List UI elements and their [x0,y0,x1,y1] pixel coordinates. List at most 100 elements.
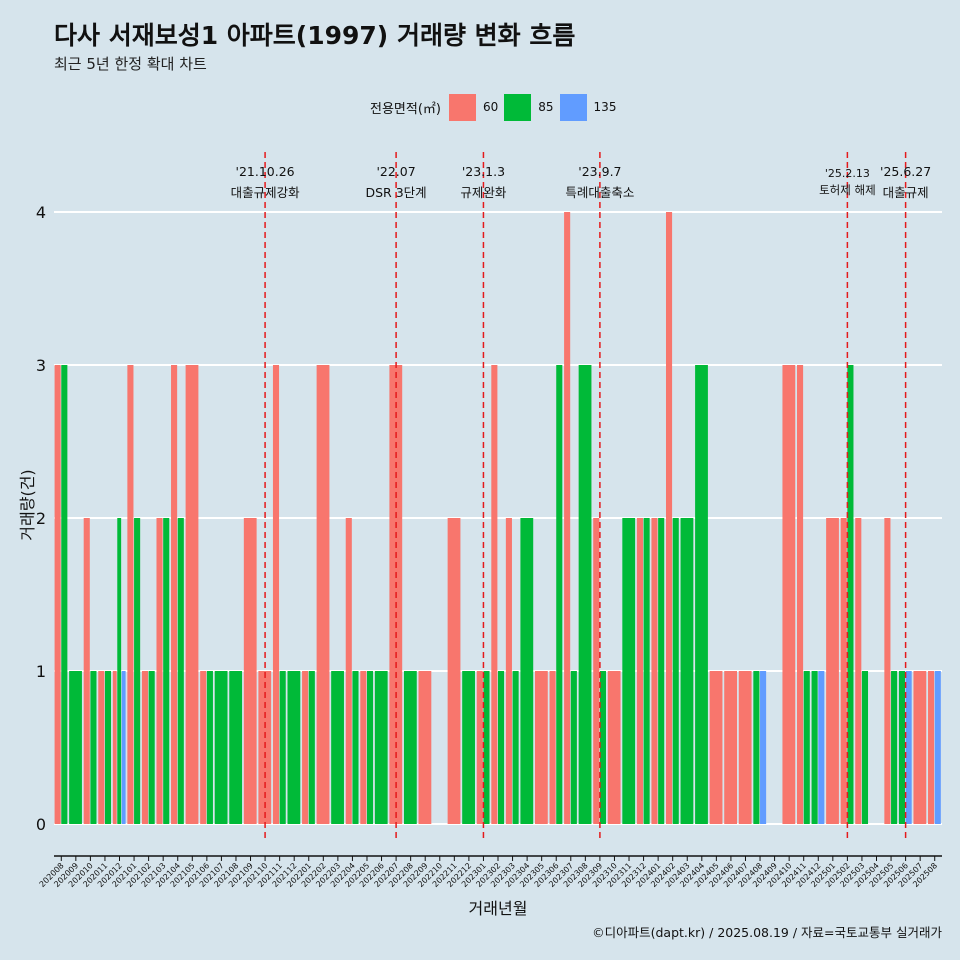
bar-202306-60 [549,671,556,824]
bar-202507-60 [913,671,927,824]
event-text-202207: DSR 3단계 [366,185,427,200]
y-axis-label: 거래량(건) [18,469,37,540]
bar-202309-85 [599,671,606,824]
bar-202502-85 [847,365,854,824]
bar-202506-85 [898,671,906,824]
bar-202012-85 [117,518,122,824]
bar-202012-60 [112,671,117,824]
bar-202107-85 [214,671,228,824]
bar-202412-85 [811,671,818,824]
bar-202401-85 [658,518,665,824]
bar-202108-85 [229,671,243,824]
chart-title: 다사 서재보성1 아파트(1997) 거래량 변화 흐름 [54,21,576,50]
bar-202109-60 [243,518,257,824]
bar-202404-85 [695,365,708,824]
bar-202204-85 [352,671,359,824]
bar-202303-60 [505,518,512,824]
bar-202206-85 [374,671,388,824]
bar-202505-85 [891,671,898,824]
bar-202111-85 [279,671,286,824]
bar-202201-60 [302,671,309,824]
event-date-202506: '25.6.27 [880,164,931,179]
bar-202408-85 [753,671,760,824]
legend-label-85: 85 [538,100,554,114]
event-text-202309: 특례대출축소 [565,185,634,200]
legend-item-60: 60 [448,93,499,121]
bar-202008-85 [61,365,68,824]
bar-202408-135 [760,671,767,824]
bar-202304-85 [520,518,534,824]
bar-202103-60 [156,518,163,824]
bar-202405-60 [709,671,723,824]
event-date-202207: '22.07 [376,164,415,179]
bar-202307-85 [570,671,577,824]
legend-title: 전용면적(㎡) [370,101,441,117]
bar-202101-85 [134,518,141,824]
bar-202010-60 [83,518,90,824]
bar-202103-85 [163,518,170,824]
legend-label-60: 60 [482,100,499,114]
bar-202307-60 [564,212,571,824]
bar-202508-60 [928,671,935,824]
legend: 전용면적(㎡) 60 85 135 [370,93,622,121]
bar-202503-85 [861,671,869,824]
y-tick-label-3: 3 [36,356,46,375]
bar-202208-85 [403,671,417,824]
bar-202308-85 [578,365,592,824]
y-tick-label-1: 1 [36,662,46,681]
bar-202211-60 [447,518,461,824]
bar-202008-60 [54,365,61,824]
bar-202506-135 [905,671,912,824]
bar-202502-60 [840,518,847,824]
source-caption: ©디아파트(dapt.kr) / 2025.08.19 / 자료=국토교통부 실… [592,925,942,940]
bar-202402-85 [672,518,679,824]
bar-202104-85 [177,518,184,824]
bar-202010-85 [90,671,97,824]
bar-202302-85 [498,671,505,824]
bar-202205-85 [366,671,374,824]
bar-202301-85 [483,671,490,824]
bar-202305-60 [534,671,548,824]
bar-202011-85 [104,671,112,824]
legend-item-85: 85 [504,93,554,121]
bar-202201-85 [308,671,315,824]
bar-202204-60 [345,518,352,824]
bar-202203-85 [331,671,344,824]
bar-202411-85 [803,671,810,824]
bar-202302-60 [491,365,498,824]
bar-202009-85 [69,671,82,824]
legend-swatch-135 [559,93,587,121]
bar-202106-60 [200,671,207,824]
bar-202209-60 [418,671,432,824]
bar-202310-60 [607,671,621,824]
event-text-202110: 대출규제강화 [231,185,301,200]
bar-202011-60 [98,671,105,824]
bar-202412-135 [818,671,825,824]
event-date-202301: '23.1.3 [462,164,505,179]
legend-swatch-85 [504,93,532,121]
legend-item-135: 135 [559,93,616,121]
bar-202406-60 [724,671,738,824]
bar-202101-60 [127,365,134,824]
y-tick-label-2: 2 [36,509,46,528]
bar-202411-60 [797,365,804,824]
bar-202407-60 [738,671,752,824]
chart-subtitle: 최근 5년 한정 확대 차트 [54,55,207,73]
event-date-202110: '21.10.26 [236,164,295,179]
bar-202403-85 [680,518,694,824]
bar-202202-60 [316,365,330,824]
bar-202505-60 [884,518,891,824]
bar-202309-60 [593,518,600,824]
y-tick-label-4: 4 [36,203,46,222]
y-tick-label-0: 0 [36,815,46,834]
bar-202102-60 [141,671,149,824]
bar-202410-60 [782,365,796,824]
bar-202106-85 [206,671,213,824]
bar-202105-60 [185,365,199,824]
event-text-202506: 대출규제 [883,185,929,200]
bar-202102-85 [148,671,155,824]
bar-202312-85 [643,518,650,824]
bar-202312-60 [636,518,643,824]
bar-202508-135 [934,671,941,824]
